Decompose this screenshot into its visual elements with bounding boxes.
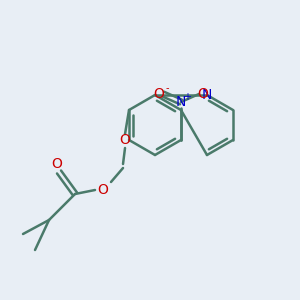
Text: N: N	[202, 88, 212, 102]
Text: O: O	[120, 133, 130, 147]
Text: N: N	[176, 95, 186, 109]
Text: O: O	[154, 87, 164, 101]
Text: -: -	[165, 83, 169, 93]
Text: O: O	[52, 157, 62, 171]
Text: +: +	[183, 92, 191, 102]
Text: O: O	[98, 183, 109, 197]
Text: O: O	[197, 87, 208, 101]
